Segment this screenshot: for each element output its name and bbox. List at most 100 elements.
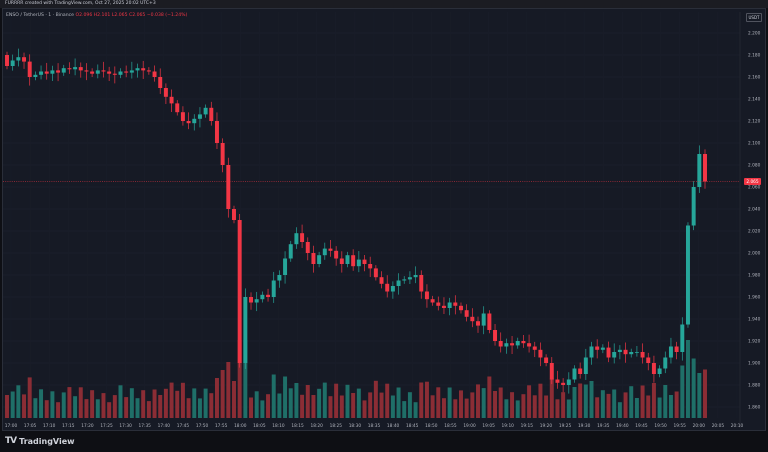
candle-body	[555, 379, 560, 383]
candle-body	[668, 346, 673, 358]
tradingview-logo[interactable]: TV TradingView	[5, 436, 75, 446]
volume-bar	[697, 373, 702, 418]
candle-body	[572, 368, 577, 380]
candle-body	[453, 302, 458, 306]
volume-bar	[430, 395, 435, 418]
volume-bar	[368, 392, 373, 418]
volume-bar	[271, 374, 276, 418]
x-tick-label: 18:05	[253, 423, 266, 429]
volume-bar	[16, 385, 21, 418]
candle-body	[464, 310, 469, 317]
candle-body	[124, 71, 129, 73]
volume-bar	[362, 400, 367, 418]
volume-bar	[152, 389, 157, 418]
candle-body	[322, 248, 327, 256]
x-tick-label: 19:55	[673, 423, 686, 429]
candle-body	[549, 363, 554, 380]
candle-body	[56, 70, 61, 73]
candle-body	[197, 114, 202, 119]
candle-body	[629, 352, 634, 355]
x-tick-label: 19:15	[521, 423, 534, 429]
volume-bar	[141, 390, 146, 418]
volume-bar	[328, 396, 333, 418]
candle-body	[566, 379, 571, 385]
volume-bar	[595, 397, 600, 418]
volume-bar	[300, 394, 305, 418]
last-price-badge	[744, 178, 761, 185]
candle-body	[419, 275, 424, 292]
x-tick-label: 18:20	[310, 423, 323, 429]
volume-bar	[481, 388, 486, 418]
volume-bar	[135, 398, 140, 418]
y-tick-label: 2.180	[748, 53, 761, 59]
candle-body	[317, 255, 322, 264]
candle-body	[95, 70, 100, 74]
candles	[5, 48, 707, 394]
volume-bar	[78, 387, 83, 418]
y-tick-label: 2.060	[748, 185, 761, 191]
candle-body	[458, 305, 463, 311]
volume-bar	[175, 390, 180, 418]
candle-body	[606, 347, 611, 358]
candle-body	[368, 264, 373, 269]
credit-text: FURRRR created with TradingView.com, Oct…	[5, 1, 156, 6]
volume-bar	[305, 385, 310, 418]
x-tick-label: 17:00	[5, 423, 18, 429]
price-axis[interactable]: 2.200 2.180 2.160 2.140 2.120 2.100 2.080 2.060…	[748, 31, 761, 411]
x-tick-label: 20:05	[712, 423, 725, 429]
volume-bar	[73, 396, 78, 418]
volume-bar	[226, 362, 231, 418]
candle-body	[385, 283, 390, 292]
candle-body	[373, 268, 378, 278]
candle-body	[510, 343, 515, 346]
volume-bar	[583, 384, 588, 418]
candle-body	[311, 253, 316, 264]
candle-body	[362, 259, 367, 264]
x-tick-label: 20:10	[731, 423, 744, 429]
candle-body	[73, 67, 78, 70]
y-tick-label: 2.000	[748, 251, 761, 257]
candle-body	[39, 71, 44, 75]
time-axis[interactable]: 17:00 17:05 17:10 17:15 17:20 17:25 17:30 17:35…	[5, 423, 744, 429]
candle-body	[50, 70, 55, 74]
volume-bar	[447, 387, 452, 418]
volume-bar	[158, 395, 163, 418]
volume-bar	[498, 387, 503, 418]
volume-bar	[436, 387, 441, 418]
x-tick-label: 18:55	[444, 423, 457, 429]
candle-body	[175, 103, 180, 113]
x-tick-label: 18:35	[368, 423, 381, 429]
candle-body	[283, 258, 288, 275]
chart-panel[interactable]	[2, 8, 766, 431]
candle-body	[476, 321, 480, 326]
candle-body	[685, 225, 690, 325]
symbol-legend[interactable]: ENSO / TetherUS · 1 · Binance O2.096 H2.…	[6, 13, 187, 18]
volume-bar	[39, 389, 44, 418]
candle-body	[407, 277, 412, 280]
volume-bar	[232, 381, 236, 418]
candle-body	[305, 242, 310, 253]
volume-bar	[169, 382, 174, 418]
volume-bar	[458, 390, 463, 418]
candle-body	[504, 343, 509, 347]
volume-bar	[56, 402, 61, 418]
x-tick-label: 18:10	[272, 423, 285, 429]
volume-bar	[419, 382, 424, 418]
x-tick-label: 17:25	[100, 423, 113, 429]
candle-body	[61, 68, 66, 73]
candle-body	[379, 277, 384, 284]
candle-body	[158, 77, 163, 88]
candle-body	[612, 352, 617, 358]
volume-bar	[464, 398, 469, 418]
currency-unit-badge[interactable]: USDT	[746, 13, 762, 22]
legend-high: H2.101	[93, 13, 111, 18]
candle-body	[578, 368, 583, 374]
candle-body	[260, 294, 265, 300]
candle-body	[634, 352, 639, 353]
candle-body	[44, 71, 49, 74]
candle-body	[232, 209, 236, 220]
candle-body	[101, 70, 106, 72]
legend-low: L2.065	[111, 13, 128, 18]
volume-bar	[112, 395, 117, 418]
